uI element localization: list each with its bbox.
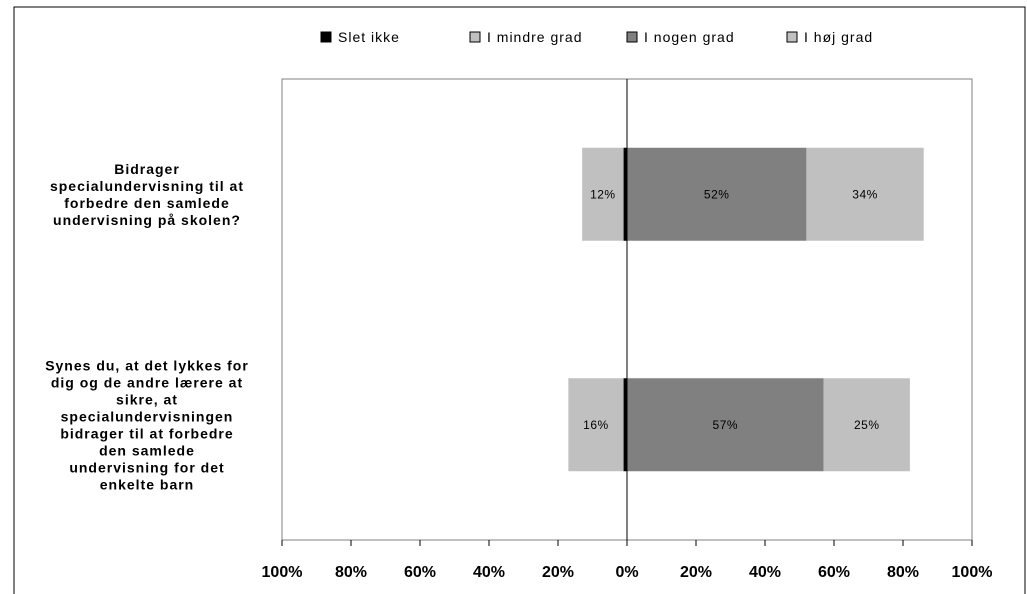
bar-segment bbox=[627, 378, 824, 472]
x-tick-label: 80% bbox=[335, 564, 367, 581]
category-label: Synes du, at det lykkes for dig og de and… bbox=[45, 357, 249, 492]
data-label: 25% bbox=[854, 418, 880, 432]
legend: Slet ikke I mindre grad I nogen grad I høj … bbox=[320, 29, 873, 45]
category-labels: Bidrager specialundervisning til at forbed… bbox=[45, 161, 249, 493]
bar-segment bbox=[627, 147, 807, 241]
legend-label: I høj grad bbox=[804, 29, 873, 45]
bar-segment bbox=[582, 147, 624, 241]
bar-segment bbox=[823, 378, 910, 472]
data-label: 16% bbox=[583, 418, 609, 432]
x-tick-label: 40% bbox=[473, 564, 505, 581]
legend-label: Slet ikke bbox=[338, 29, 400, 45]
legend-swatch bbox=[626, 31, 638, 43]
x-tick-label: 40% bbox=[749, 564, 781, 581]
data-label: 52% bbox=[704, 187, 730, 201]
bars: 12% 52% 34% 16% 57% 25% bbox=[568, 147, 924, 472]
bar-segment bbox=[568, 378, 624, 472]
x-tick-label: 80% bbox=[887, 564, 919, 581]
chart-area-border bbox=[13, 6, 1026, 594]
data-label: 12% bbox=[590, 187, 616, 201]
legend-swatch bbox=[320, 31, 332, 43]
legend-label: I mindre grad bbox=[487, 29, 582, 45]
bar-segment bbox=[806, 147, 924, 241]
x-tick-label: 100% bbox=[262, 564, 303, 581]
x-tick-label: 20% bbox=[542, 564, 574, 581]
bar-segment bbox=[623, 147, 627, 241]
x-tick-label: 20% bbox=[680, 564, 712, 581]
x-axis: 100% 80% 60% 40% 20% 0% 20% 40% 60% 80% 100% bbox=[262, 540, 993, 581]
bar-segment bbox=[623, 378, 627, 472]
legend-label: I nogen grad bbox=[644, 29, 735, 45]
legend-swatch bbox=[469, 31, 481, 43]
x-tick-label: 60% bbox=[818, 564, 850, 581]
x-tick-label: 0% bbox=[615, 564, 638, 581]
data-label: 34% bbox=[852, 187, 878, 201]
legend-swatch bbox=[786, 31, 798, 43]
data-label: 57% bbox=[713, 418, 739, 432]
x-tick-label: 100% bbox=[952, 564, 993, 581]
x-tick-label: 60% bbox=[404, 564, 436, 581]
category-label: Bidrager specialundervisning til at forbed… bbox=[50, 161, 244, 228]
